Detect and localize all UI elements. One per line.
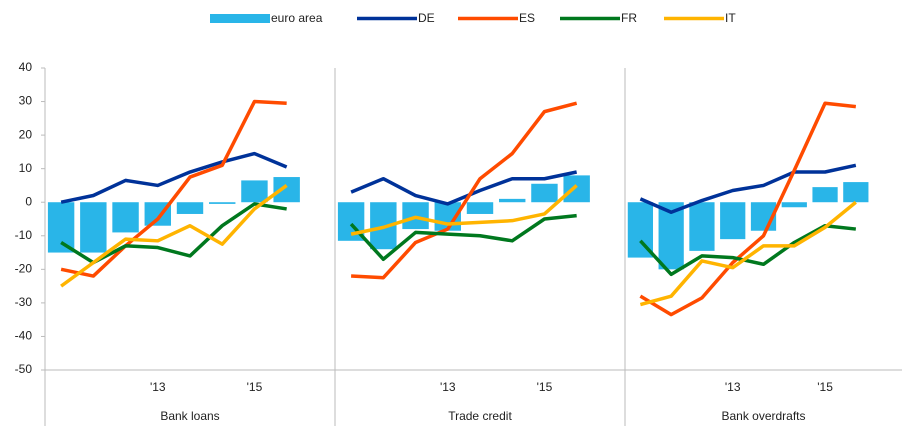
legend-label: euro area (271, 11, 323, 25)
y-tick-label: -10 (15, 228, 33, 242)
panel-label: Bank loans (160, 409, 219, 423)
line (349, 213, 577, 262)
line (639, 200, 857, 307)
bar (689, 202, 715, 251)
line (350, 170, 578, 206)
bar (466, 202, 494, 214)
line (60, 151, 288, 204)
y-tick-label: -50 (15, 362, 33, 376)
legend-label: ES (519, 11, 535, 25)
bar (531, 183, 558, 203)
legend-swatch (210, 14, 270, 23)
line (60, 99, 287, 278)
bar (241, 180, 268, 203)
panel-label: Trade credit (448, 409, 512, 423)
line (639, 101, 857, 317)
bar (499, 198, 526, 203)
panel-label: Bank overdrafts (721, 409, 805, 423)
bar (563, 175, 590, 203)
line (351, 101, 578, 280)
y-tick-label: -30 (15, 295, 33, 309)
y-tick-label: 40 (19, 60, 33, 74)
bar (112, 202, 139, 233)
x-tick-label: '13 (440, 380, 456, 394)
legend-label: IT (725, 11, 736, 25)
line (639, 163, 857, 215)
x-tick-label: '15 (817, 380, 833, 394)
bar (843, 182, 869, 203)
bar (812, 187, 838, 203)
bar (781, 202, 807, 208)
bar (720, 202, 746, 240)
bar (273, 177, 300, 203)
y-tick-label: -40 (15, 329, 33, 343)
x-tick-label: '15 (247, 380, 263, 394)
line (60, 184, 288, 288)
y-tick-label: 30 (19, 94, 33, 108)
line (350, 184, 578, 236)
x-tick-label: '13 (150, 380, 166, 394)
legend-label: FR (621, 11, 637, 25)
y-tick-label: 10 (19, 161, 33, 175)
bar (80, 202, 107, 253)
bar (176, 202, 204, 214)
bar (209, 202, 236, 204)
y-tick-label: 0 (25, 194, 32, 208)
y-tick-label: -20 (15, 262, 33, 276)
x-tick-label: '15 (537, 380, 553, 394)
x-tick-label: '13 (725, 380, 741, 394)
bar (47, 202, 75, 253)
y-tick-label: 20 (19, 127, 33, 141)
legend-label: DE (418, 11, 435, 25)
